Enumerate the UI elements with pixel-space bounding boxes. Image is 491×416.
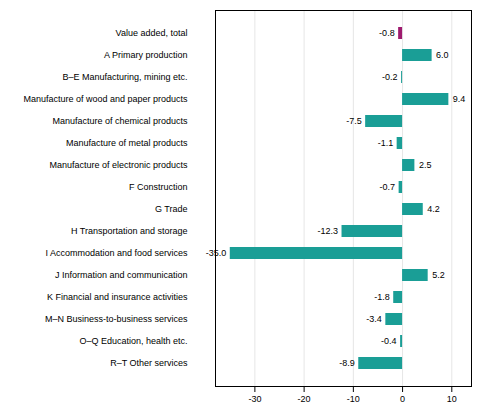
svg-text:0: 0 bbox=[400, 394, 405, 404]
svg-text:K Financial and insurance acti: K Financial and insurance activities bbox=[47, 292, 188, 302]
svg-text:6.0: 6.0 bbox=[436, 50, 449, 60]
svg-text:-1.1: -1.1 bbox=[378, 138, 394, 148]
svg-text:H Transportation and storage: H Transportation and storage bbox=[71, 226, 188, 236]
svg-text:-1.8: -1.8 bbox=[374, 292, 390, 302]
svg-text:2.5: 2.5 bbox=[419, 160, 432, 170]
svg-text:-30: -30 bbox=[248, 394, 261, 404]
svg-text:Manufacture of chemical produc: Manufacture of chemical products bbox=[52, 116, 188, 126]
svg-text:-0.7: -0.7 bbox=[380, 182, 396, 192]
svg-text:-12.3: -12.3 bbox=[318, 226, 339, 236]
svg-text:Manufacture of wood and paper: Manufacture of wood and paper products bbox=[23, 94, 188, 104]
svg-text:-10: -10 bbox=[347, 394, 360, 404]
svg-text:Manufacture of electronic prod: Manufacture of electronic products bbox=[49, 160, 188, 170]
svg-text:Manufacture of metal products: Manufacture of metal products bbox=[66, 138, 188, 148]
svg-text:M–N Business-to-business servi: M–N Business-to-business services bbox=[45, 314, 188, 324]
svg-text:-20: -20 bbox=[298, 394, 311, 404]
svg-text:A Primary production: A Primary production bbox=[104, 50, 188, 60]
svg-text:-0.8: -0.8 bbox=[379, 28, 395, 38]
svg-text:5.2: 5.2 bbox=[432, 270, 445, 280]
svg-text:F Construction: F Construction bbox=[129, 182, 188, 192]
svg-text:R–T Other services: R–T Other services bbox=[110, 358, 188, 368]
svg-text:-35.0: -35.0 bbox=[206, 248, 227, 258]
svg-text:-0.2: -0.2 bbox=[382, 72, 398, 82]
svg-text:G Trade: G Trade bbox=[155, 204, 188, 214]
svg-text:-3.4: -3.4 bbox=[366, 314, 382, 324]
svg-text:-7.5: -7.5 bbox=[346, 116, 362, 126]
svg-text:J Information and communicatio: J Information and communication bbox=[55, 270, 188, 280]
svg-text:O–Q Education, health etc.: O–Q Education, health etc. bbox=[79, 336, 187, 346]
svg-text:B–E Manufacturing, mining etc.: B–E Manufacturing, mining etc. bbox=[62, 72, 187, 82]
svg-text:I Accommodation and food servi: I Accommodation and food services bbox=[45, 248, 188, 258]
svg-text:Value added, total: Value added, total bbox=[116, 28, 188, 38]
svg-text:9.4: 9.4 bbox=[453, 94, 466, 104]
svg-text:-8.9: -8.9 bbox=[339, 358, 355, 368]
svg-text:10: 10 bbox=[447, 394, 457, 404]
svg-text:-0.4: -0.4 bbox=[381, 336, 397, 346]
svg-text:4.2: 4.2 bbox=[427, 204, 440, 214]
